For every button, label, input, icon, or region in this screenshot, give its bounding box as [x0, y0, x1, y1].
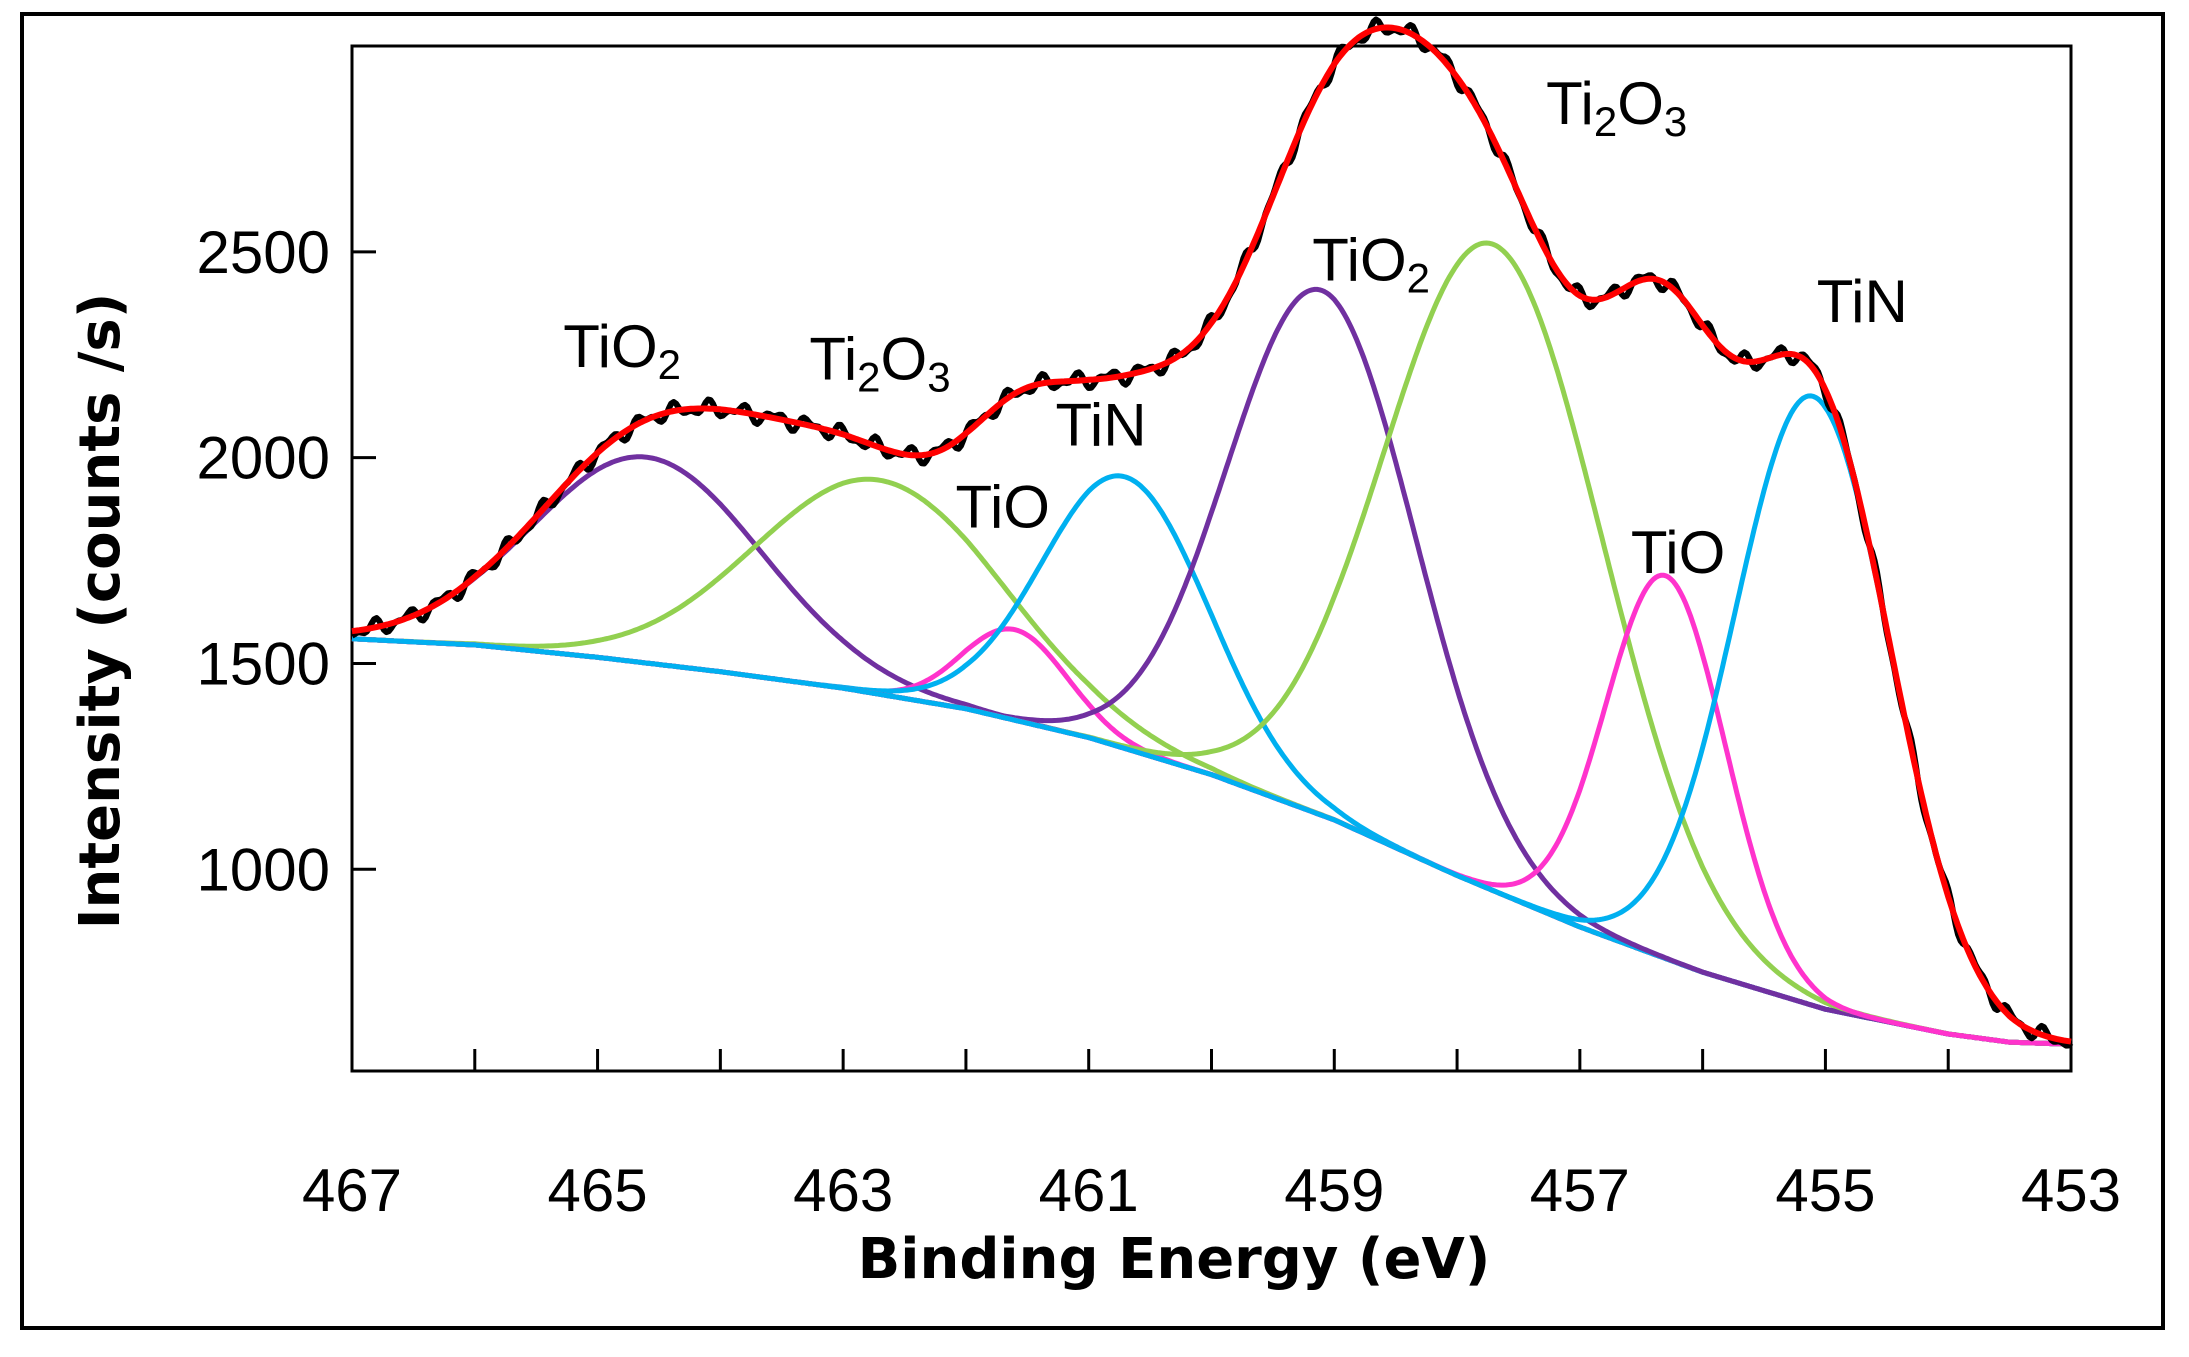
x-tick-label-465: 465	[548, 1157, 648, 1224]
plot-area	[350, 44, 2073, 1073]
y-tick-label-2000: 2000	[197, 425, 330, 492]
x-tick-label-459: 459	[1284, 1157, 1384, 1224]
fit-envelope-line	[351, 24, 2072, 1045]
plot-border	[350, 44, 2073, 1073]
peak-tin-460.7	[351, 473, 2071, 1047]
peak-label-5: Ti2O3	[1546, 70, 1687, 145]
x-tick-label-461: 461	[1039, 1157, 1139, 1224]
x-tick-label-455: 455	[1775, 1157, 1875, 1224]
peak-label-0: TiO2	[563, 313, 681, 388]
peak-tio-461.6	[351, 626, 2071, 1047]
experimental-data-line	[350, 16, 2074, 1049]
y-tick-label-1500: 1500	[197, 630, 330, 697]
axes: 467 465 463 461 459 457 455 453 1000 1500 2000 2500	[197, 219, 2122, 1224]
y-tick-label-2500: 2500	[197, 219, 330, 286]
x-tick-label-463: 463	[793, 1157, 893, 1224]
peak-label-6: TiO	[1631, 519, 1725, 586]
x-tick-label-453: 453	[2021, 1157, 2121, 1224]
peak-label-1: Ti2O3	[809, 325, 950, 400]
peak-tio2-459.1	[351, 286, 2071, 1047]
x-axis-title: Binding Energy (eV)	[858, 1227, 1491, 1292]
peak-ti2o3-462.7	[351, 476, 2071, 1047]
curves	[350, 16, 2074, 1049]
peak-tio-456.3	[351, 572, 2071, 1047]
peak-tin-455.1	[351, 393, 2072, 1045]
peak-label-4: TiO2	[1312, 227, 1430, 302]
peak-label-3: TiN	[1055, 391, 1146, 458]
x-tick-label-457: 457	[1530, 1157, 1630, 1224]
xps-chart: 467 465 463 461 459 457 455 453 1000 1500 2000 2500…	[68, 16, 2122, 1292]
peak-label-7: TiN	[1817, 268, 1908, 335]
peak-label-2: TiO	[956, 474, 1050, 541]
y-tick-label-1000: 1000	[197, 836, 330, 903]
figure-frame: 467 465 463 461 459 457 455 453 1000 1500 2000 2500…	[20, 12, 2165, 1330]
y-axis-title: Intensity (counts /s)	[68, 293, 133, 930]
x-tick-label-467: 467	[302, 1157, 402, 1224]
